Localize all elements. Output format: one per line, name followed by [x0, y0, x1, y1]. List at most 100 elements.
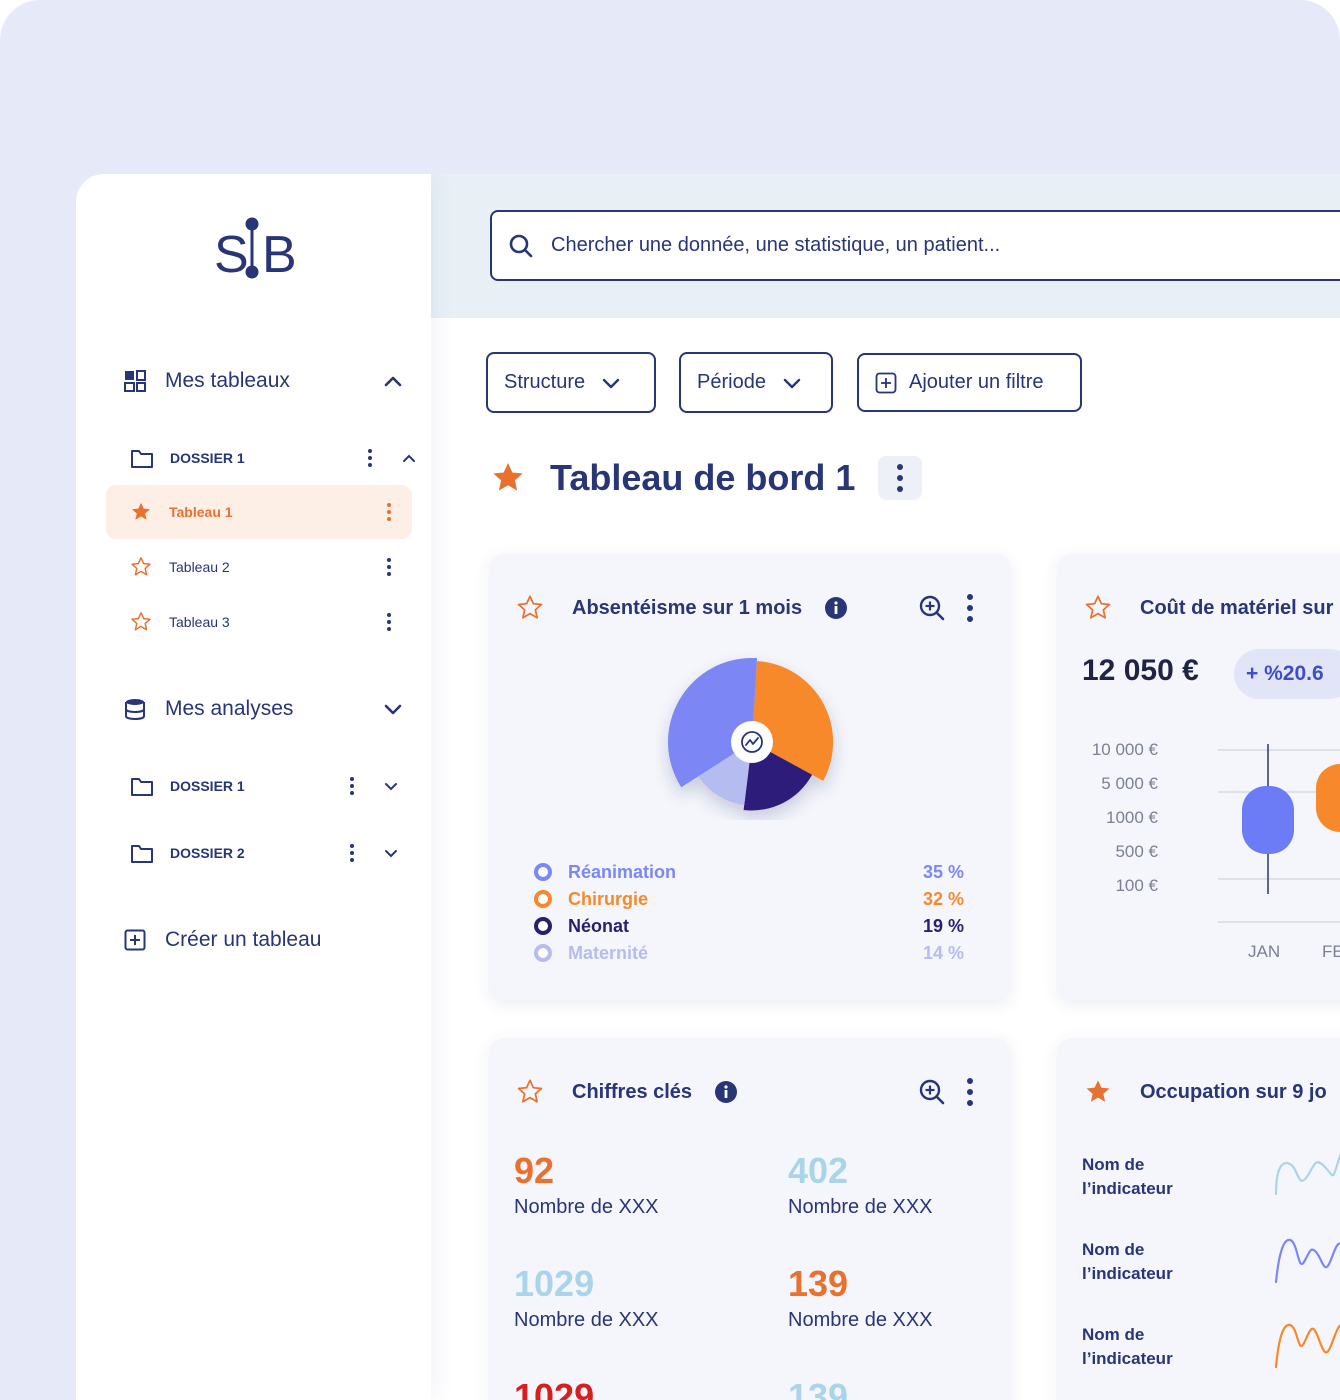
filter-label: Structure [504, 371, 586, 393]
svg-text:B: B [262, 226, 296, 284]
y-tick: 100 € [1115, 876, 1158, 895]
kebab-menu-icon[interactable] [386, 502, 392, 522]
info-icon[interactable] [714, 1080, 738, 1104]
cost-value: 12 050 € [1082, 654, 1199, 687]
legend-dot [534, 863, 552, 881]
section-mes-analyses[interactable]: Mes analyses [124, 694, 404, 724]
chevron-up-icon[interactable] [382, 370, 404, 392]
page-menu-button[interactable] [878, 456, 922, 500]
star-outline-icon[interactable] [1084, 594, 1112, 622]
search-input[interactable]: Chercher une donnée, une statistique, un… [490, 210, 1340, 281]
page-title: Tableau de bord 1 [550, 457, 856, 498]
x-tick: JAN [1248, 942, 1281, 961]
folder-icon [131, 450, 153, 468]
page-title-row: Tableau de bord 1 [490, 456, 855, 500]
legend-value: 19 % [922, 915, 964, 936]
kebab-menu-icon[interactable] [966, 593, 974, 623]
chevron-down-icon [602, 378, 620, 388]
plus-square-icon [124, 929, 146, 951]
absenteeism-card: Absentéisme sur 1 mois [490, 554, 1010, 1000]
folder-icon [131, 778, 153, 796]
kebab-menu-icon[interactable] [349, 843, 355, 863]
legend-dot [534, 890, 552, 908]
kpi-value: 139 [788, 1263, 849, 1304]
legend-item: Chirurgie 32 % [534, 888, 964, 910]
kebab-menu-icon[interactable] [349, 776, 355, 796]
cost-delta-badge: + %20.6 [1234, 649, 1340, 699]
star-outline-icon[interactable] [516, 594, 544, 622]
star-filled-icon[interactable] [490, 460, 526, 496]
chevron-down-icon[interactable] [383, 845, 399, 861]
chevron-down-icon[interactable] [383, 778, 399, 794]
tab-label: Tableau 2 [169, 559, 230, 575]
zoom-in-icon[interactable] [918, 594, 946, 622]
card-title: Chiffres clés [572, 1080, 693, 1103]
bar-feb [1316, 764, 1340, 832]
folder-label: DOSSIER 1 [170, 450, 245, 466]
sidebar-item-tableau-2[interactable]: Tableau 2 [106, 540, 412, 594]
kebab-menu-icon [897, 464, 903, 492]
legend-item: Réanimation 35 % [534, 861, 964, 883]
legend-label: Réanimation [568, 861, 677, 882]
kebab-menu-icon[interactable] [386, 612, 392, 632]
legend-dot [534, 917, 552, 935]
section-mes-tableaux[interactable]: Mes tableaux [124, 366, 404, 396]
star-outline-icon[interactable] [516, 1078, 544, 1106]
pie-slice-chirurgie[interactable] [752, 661, 834, 781]
card-title: Coût de matériel sur [1140, 596, 1334, 619]
star-outline-icon[interactable] [130, 611, 152, 633]
kpi-value: 92 [514, 1150, 555, 1191]
legend-item: Néonat 19 % [534, 915, 964, 937]
sidebar-item-tableau-1[interactable]: Tableau 1 [106, 485, 412, 539]
kebab-menu-icon[interactable] [966, 1077, 974, 1107]
card-header: Coût de matériel sur [1084, 592, 1333, 624]
x-tick: FE [1322, 942, 1340, 961]
filter-label: Période [697, 371, 766, 393]
add-filter-button[interactable]: Ajouter un filtre [857, 353, 1082, 412]
period-filter[interactable]: Période [679, 352, 833, 413]
search-icon [509, 234, 533, 257]
section-label: Mes analyses [165, 697, 294, 720]
info-icon[interactable] [824, 596, 848, 620]
legend-value: 14 % [922, 942, 964, 963]
occupation-card: Occupation sur 9 jo Nom de l’indicateur … [1058, 1038, 1340, 1400]
y-tick: 1000 € [1106, 808, 1158, 827]
analysis-folder-1[interactable]: DOSSIER 1 [130, 771, 420, 801]
kpi-label: Nombre de XXX [514, 1309, 659, 1331]
legend-label: Chirurgie [568, 888, 649, 909]
indicator-label: Nom de l’indicateur [1082, 1155, 1173, 1198]
star-filled-icon[interactable] [1084, 1078, 1112, 1106]
chevron-down-icon[interactable] [382, 698, 404, 720]
folder-dossier-1[interactable]: DOSSIER 1 [130, 443, 420, 473]
svg-text:S: S [214, 226, 249, 284]
kpi-label: Nombre de XXX [788, 1309, 933, 1331]
star-filled-icon[interactable] [130, 501, 152, 523]
trend-icon [741, 731, 763, 753]
card-title: Occupation sur 9 jo [1140, 1080, 1327, 1103]
kebab-menu-icon[interactable] [367, 448, 373, 468]
y-tick: 500 € [1115, 842, 1158, 861]
kpi-label: Nombre de XXX [788, 1196, 933, 1218]
chevron-up-icon[interactable] [401, 450, 417, 466]
tab-label: Tableau 3 [169, 614, 230, 630]
legend-dot [534, 944, 552, 962]
structure-filter[interactable]: Structure [486, 352, 656, 413]
tab-label: Tableau 1 [169, 504, 233, 520]
pie-slice-ranimation[interactable] [667, 657, 758, 788]
card-header: Occupation sur 9 jo [1084, 1076, 1327, 1108]
create-dashboard-button[interactable]: Créer un tableau [124, 925, 404, 955]
cost-bar-chart [1218, 744, 1340, 923]
section-label: Mes tableaux [165, 369, 290, 392]
y-tick: 10 000 € [1091, 740, 1158, 759]
zoom-in-icon[interactable] [918, 1078, 946, 1106]
legend-label: Néonat [568, 915, 630, 936]
sidebar-item-tableau-3[interactable]: Tableau 3 [106, 595, 412, 649]
legend-value: 35 % [922, 861, 964, 882]
kebab-menu-icon[interactable] [386, 557, 392, 577]
indicator-sparkline [1274, 1153, 1340, 1196]
analysis-folder-2[interactable]: DOSSIER 2 [130, 838, 420, 868]
top-bar: Chercher une donnée, une statistique, un… [431, 174, 1340, 318]
legend-item: Maternité 14 % [534, 942, 964, 964]
chevron-down-icon [783, 378, 801, 388]
star-outline-icon[interactable] [130, 556, 152, 578]
